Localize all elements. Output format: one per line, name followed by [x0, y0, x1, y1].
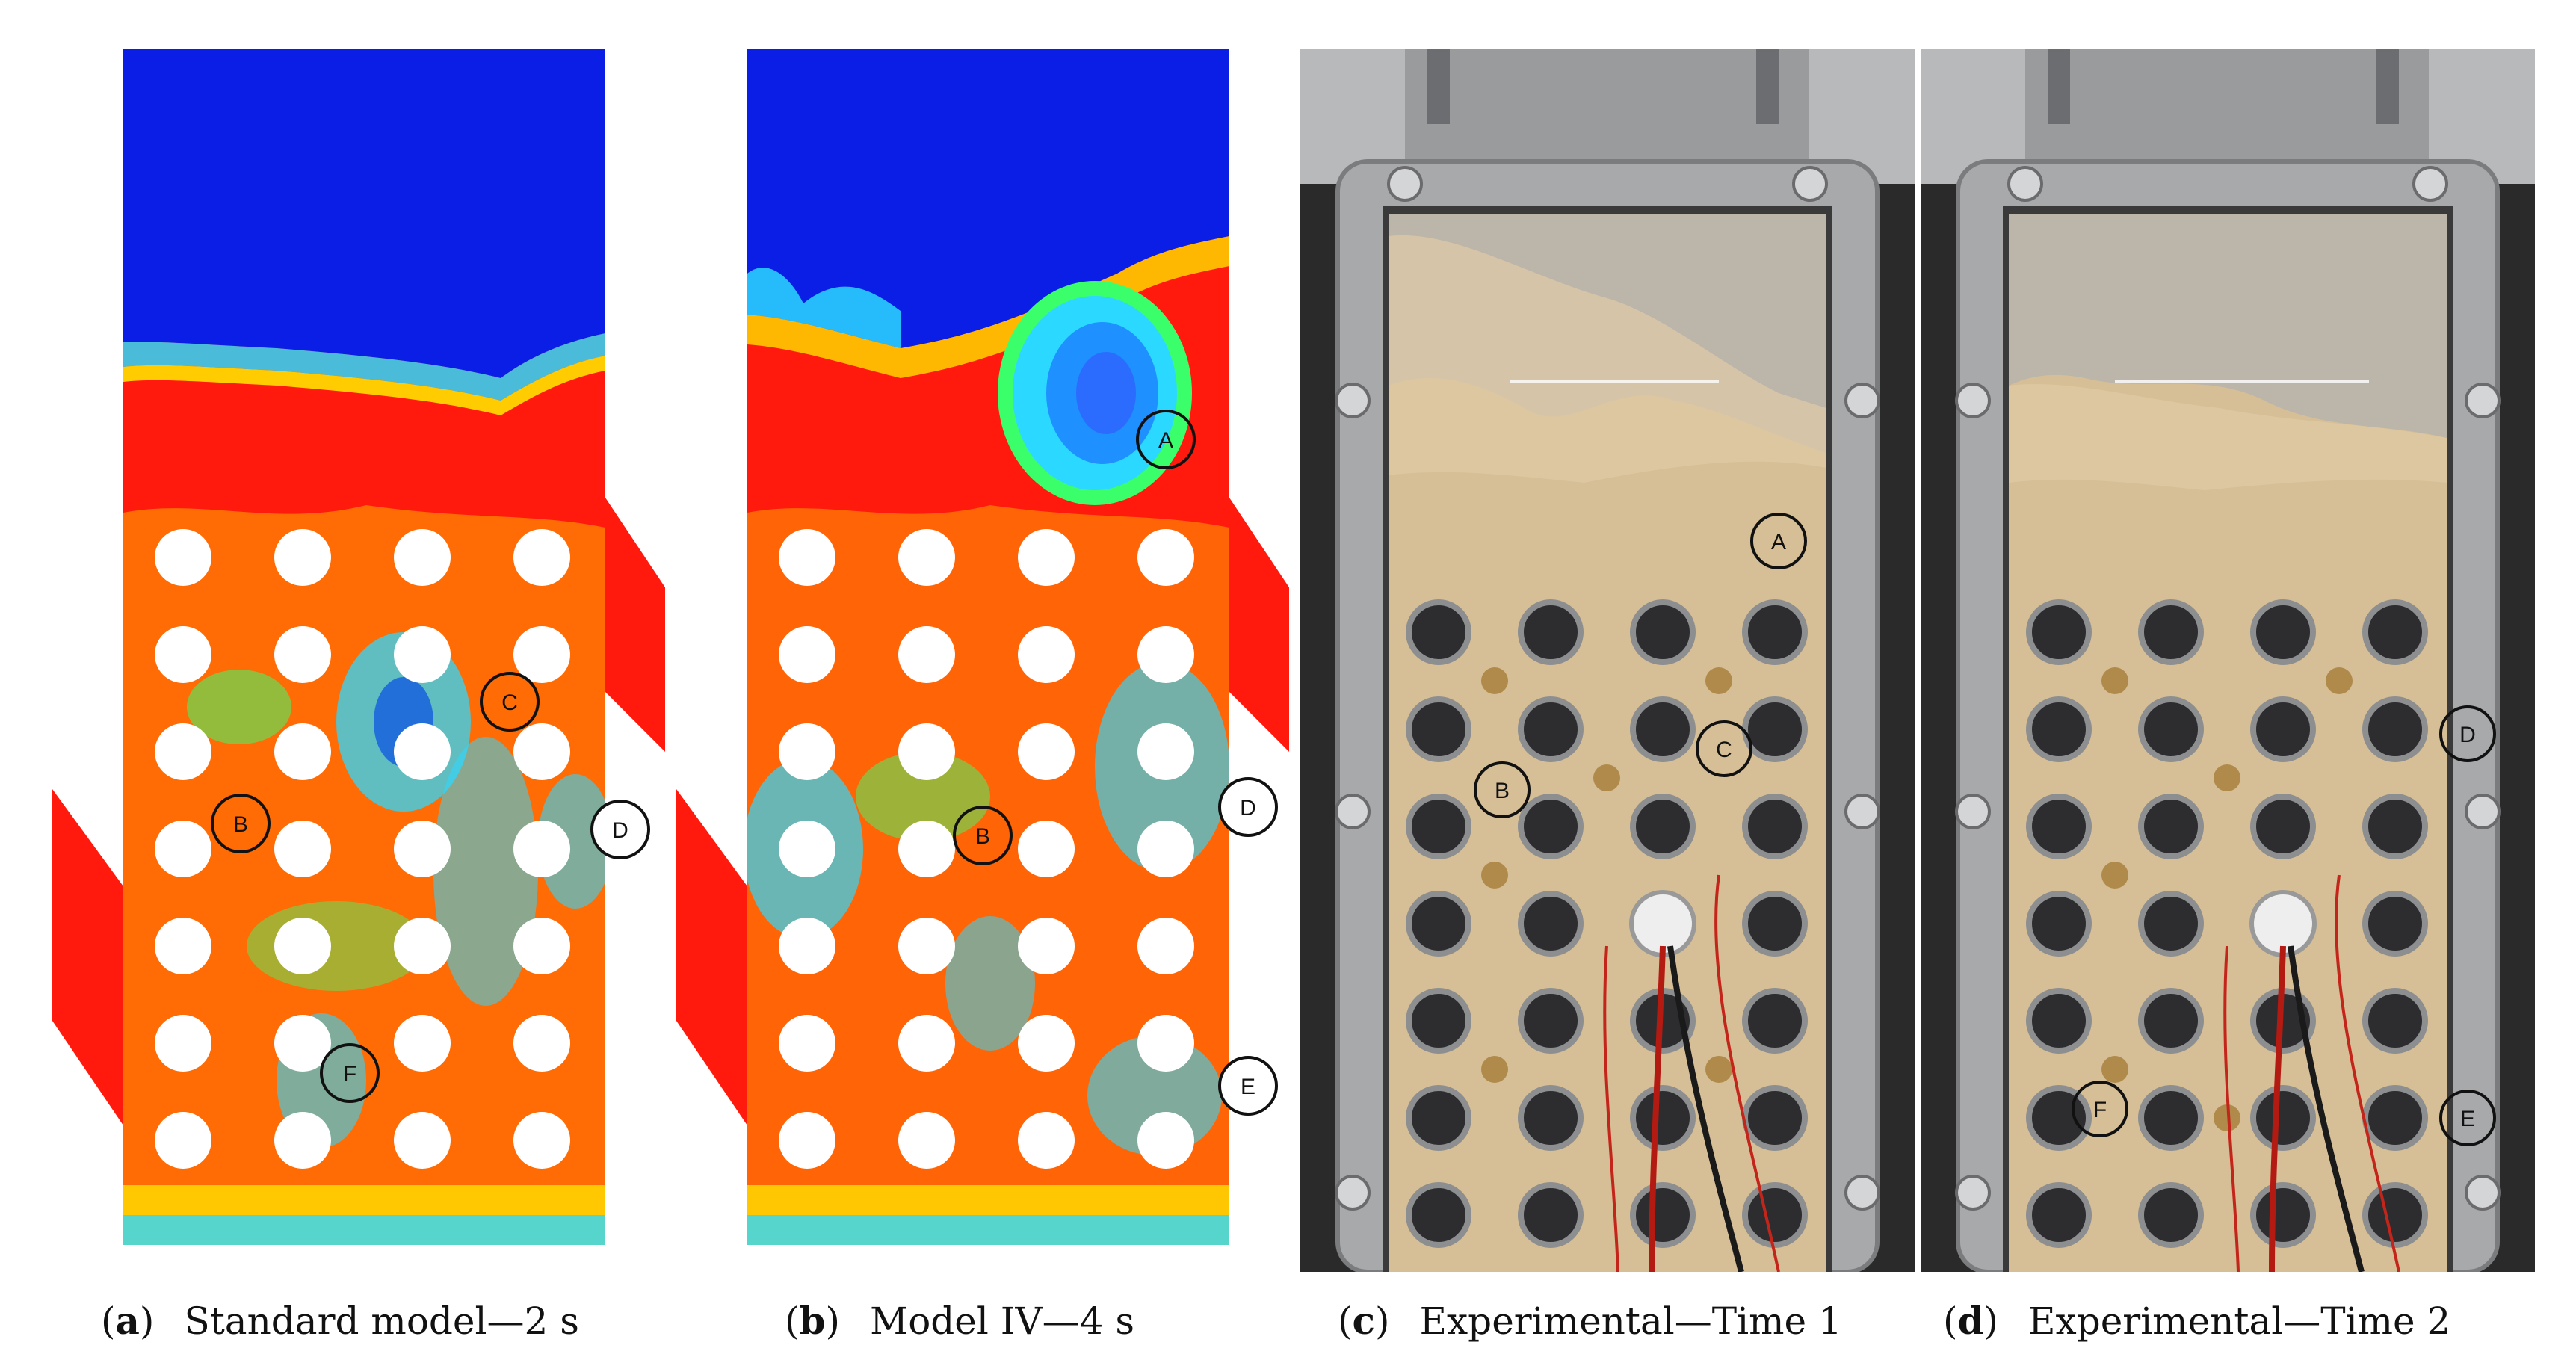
svg-text:E: E	[2460, 1107, 2475, 1131]
svg-text:A: A	[1158, 428, 1173, 453]
svg-text:E: E	[1241, 1075, 1255, 1099]
marker-C: C	[1696, 720, 1752, 777]
caption-a-text: Standard model—2 s	[184, 1300, 579, 1343]
marker-E: E	[2439, 1090, 2496, 1146]
caption-a: (a) Standard model—2 s	[101, 1299, 579, 1343]
marker-D: D	[2439, 705, 2496, 762]
caption-a-letter: a	[115, 1299, 140, 1343]
svg-text:D: D	[2459, 723, 2476, 747]
svg-text:C: C	[501, 690, 518, 715]
marker-A: A	[1136, 410, 1196, 469]
caption-c-text: Experimental—Time 1	[1419, 1300, 1842, 1343]
svg-text:C: C	[1716, 738, 1732, 762]
caption-b-text: Model IV—4 s	[870, 1300, 1135, 1343]
svg-text:D: D	[612, 818, 628, 843]
marker-B: B	[211, 794, 271, 853]
svg-text:F: F	[2093, 1098, 2107, 1122]
svg-text:B: B	[233, 812, 248, 837]
marker-B: B	[953, 806, 1013, 865]
caption-d-text: Experimental—Time 2	[2028, 1300, 2451, 1343]
svg-text:A: A	[1771, 530, 1786, 554]
svg-text:F: F	[343, 1062, 356, 1087]
marker-B: B	[1474, 761, 1531, 818]
caption-c-letter: c	[1352, 1299, 1375, 1343]
marker-D: D	[590, 800, 650, 859]
marker-C: C	[480, 672, 540, 732]
panel-a-simulation: B C D F	[52, 49, 673, 1245]
marker-F: F	[320, 1043, 380, 1103]
panel-d-photo: D E F	[1921, 49, 2535, 1272]
marker-E: E	[1218, 1056, 1278, 1116]
caption-b-letter: b	[799, 1299, 826, 1343]
panel-c-photo: A B C	[1300, 49, 1915, 1272]
marker-F: F	[2072, 1081, 2128, 1137]
svg-text:D: D	[1240, 796, 1256, 821]
svg-text:B: B	[1495, 779, 1510, 803]
caption-c: (c) Experimental—Time 1	[1338, 1299, 1842, 1343]
caption-d-letter: d	[1957, 1299, 1984, 1343]
marker-D: D	[1218, 777, 1278, 837]
caption-d: (d) Experimental—Time 2	[1943, 1299, 2451, 1343]
marker-A: A	[1750, 513, 1807, 569]
caption-b: (b) Model IV—4 s	[785, 1299, 1135, 1343]
panel-b-simulation: A B D E	[676, 49, 1297, 1245]
svg-text:B: B	[975, 824, 990, 849]
